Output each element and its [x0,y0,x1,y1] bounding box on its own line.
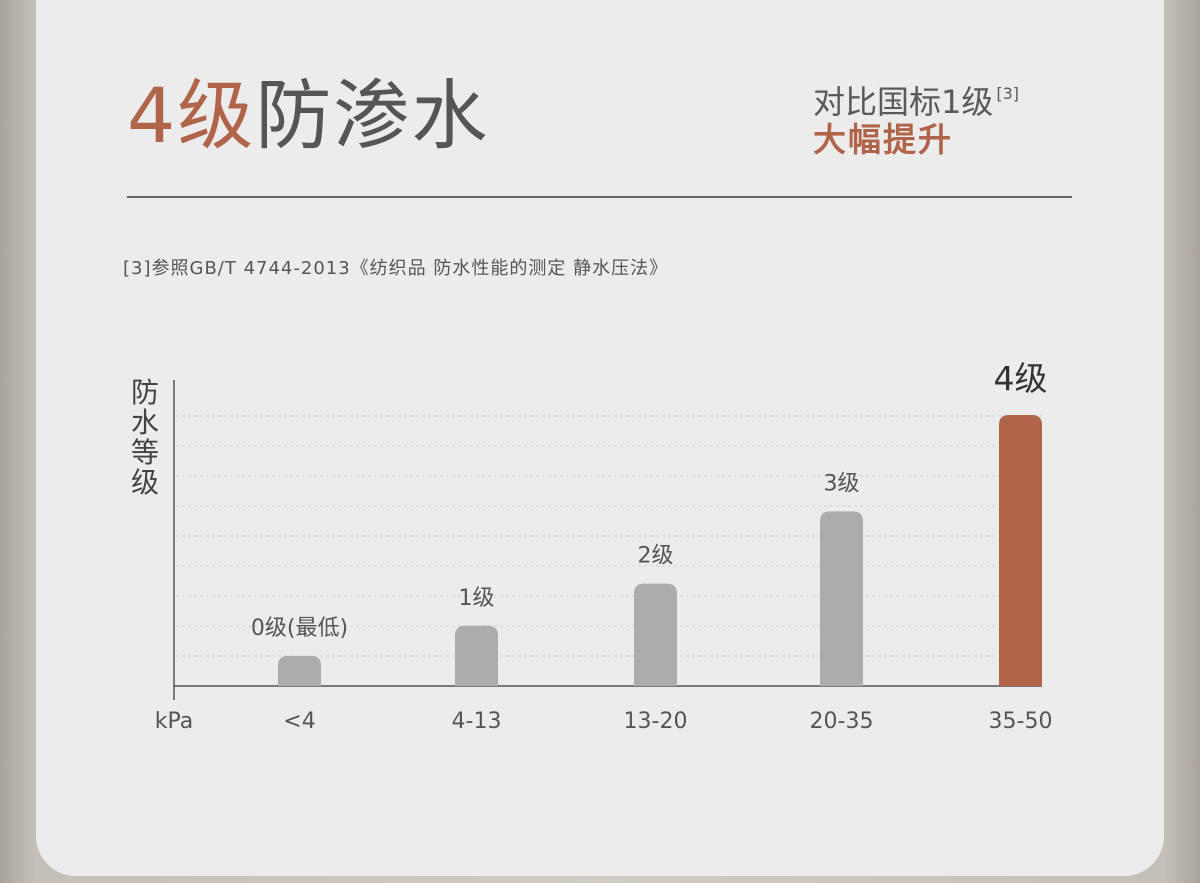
bar-data-label: 1级 [459,586,495,611]
headline-rest: 防渗水 [255,71,490,160]
bar [278,655,321,686]
bar-data-label: 2级 [638,544,674,569]
bar-data-label: 0级(最低) [251,616,348,641]
divider [127,196,1072,198]
x-tick-label: 20-35 [810,709,874,734]
headline-accent: 4级 [127,71,256,160]
compare-label: 对比国标1级 [813,83,994,121]
bar [999,415,1042,686]
x-axis-unit-label: kPa [155,709,194,734]
y-axis-label: 防水等级 [130,376,159,499]
bar [634,583,677,686]
x-tick-label: 35-50 [989,709,1053,734]
compare-ref: [3] [996,84,1020,103]
headline: 4级防渗水 [127,68,489,164]
bar-data-label: 4级 [994,359,1048,398]
card [36,0,1164,876]
compare-text: 对比国标1级 [3] [813,72,1019,124]
bar [455,625,498,686]
x-tick-label: 13-20 [624,709,688,734]
footnote: [3]参照GB/T 4744-2013《纺织品 防水性能的测定 静水压法》 [123,258,669,279]
bar-data-label: 3级 [824,471,860,496]
boost-text: 大幅提升 [813,120,953,159]
x-tick-label: <4 [283,709,315,734]
bar [820,511,863,686]
x-tick-label: 4-13 [452,709,502,734]
